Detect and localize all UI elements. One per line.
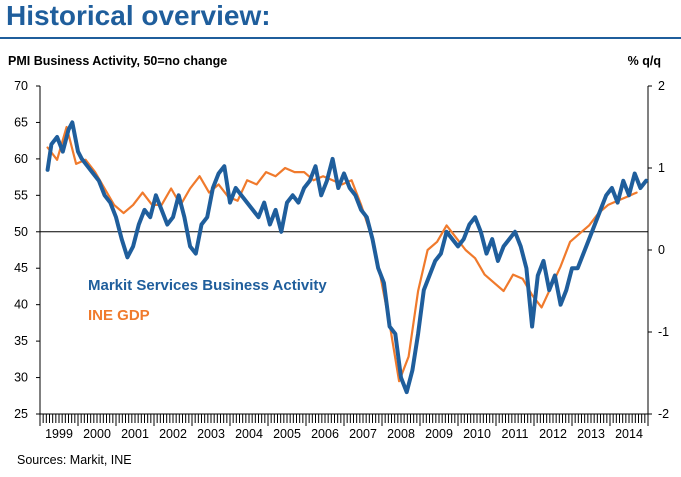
x-tick-label: 2006 (311, 427, 339, 441)
left-y-tick-label: 40 (14, 298, 28, 312)
x-tick-label: 2014 (615, 427, 643, 441)
left-y-tick-label: 70 (14, 79, 28, 93)
right-y-tick-label: -2 (658, 407, 669, 421)
source-note: Sources: Markit, INE (17, 453, 132, 467)
x-tick-label: 2005 (273, 427, 301, 441)
right-y-tick-label: -1 (658, 325, 669, 339)
x-tick-label: 2013 (577, 427, 605, 441)
x-tick-label: 2001 (121, 427, 149, 441)
x-tick-label: 2011 (502, 427, 529, 441)
title-divider (0, 37, 681, 39)
left-y-tick-label: 35 (14, 334, 28, 348)
right-axis-label: % q/q (627, 54, 661, 68)
x-tick-label: 2009 (425, 427, 453, 441)
left-axis-label: PMI Business Activity, 50=no change (8, 54, 228, 68)
x-tick-label: 2002 (159, 427, 187, 441)
left-y-tick-label: 60 (14, 152, 28, 166)
x-tick-label: 2000 (83, 427, 111, 441)
left-y-tick-label: 50 (14, 225, 28, 239)
x-tick-label: 2008 (387, 427, 415, 441)
x-tick-label: 2004 (235, 427, 263, 441)
left-y-tick-label: 65 (14, 115, 28, 129)
page-title: Historical overview: (6, 0, 271, 31)
left-y-tick-label: 25 (14, 407, 28, 421)
left-y-tick-label: 45 (14, 261, 28, 275)
right-y-tick-label: 1 (658, 161, 665, 175)
legend-gdp-label: INE GDP (88, 307, 150, 324)
x-tick-label: 1999 (45, 427, 73, 441)
x-tick-label: 2007 (349, 427, 377, 441)
left-y-tick-label: 30 (14, 371, 28, 385)
series-line-pmi (45, 120, 649, 395)
legend-pmi-label: Markit Services Business Activity (88, 277, 327, 294)
series-line-gdp (46, 125, 638, 383)
x-tick-label: 2003 (197, 427, 225, 441)
x-tick-label: 2012 (539, 427, 567, 441)
left-y-tick-label: 55 (14, 188, 28, 202)
chart-series (45, 120, 649, 395)
x-tick-label: 2010 (463, 427, 491, 441)
right-y-tick-label: 2 (658, 79, 665, 93)
right-y-tick-label: 0 (658, 243, 665, 257)
chart-axes: 25 30 35 40 45 50 55 60 65 70 -2 -1 0 1 2 1999 2000 2001 2… (14, 79, 669, 441)
